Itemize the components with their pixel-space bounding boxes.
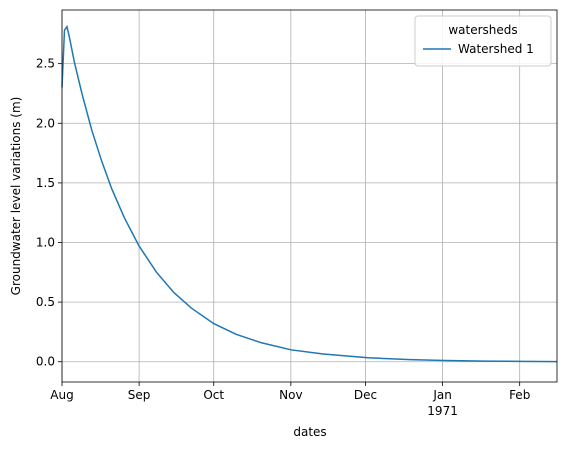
legend-box	[414, 15, 552, 67]
y-tick-label: 2.0	[36, 116, 55, 130]
x-tick-label: Dec	[354, 388, 377, 402]
x-tick-label: Aug	[50, 388, 73, 402]
y-tick-label: 0.0	[36, 355, 55, 369]
legend-label: Watershed 1	[458, 42, 534, 56]
x-tick-label: Nov	[279, 388, 302, 402]
y-tick-label: 1.5	[36, 176, 55, 190]
x-axis-label: dates	[293, 425, 326, 439]
x-tick-label: Sep	[128, 388, 151, 402]
x-tick-label: Jan	[432, 388, 452, 402]
data-line	[61, 24, 558, 363]
y-tick-label: 2.5	[36, 57, 55, 71]
x-tick-label: Oct	[203, 388, 224, 402]
axes-frame	[61, 9, 558, 383]
x-year-label: 1971	[427, 404, 458, 418]
y-tick-label: 0.5	[36, 295, 55, 309]
x-tick-label: Feb	[509, 388, 530, 402]
y-tick-label: 1.0	[36, 236, 55, 250]
legend-title: watersheds	[448, 23, 517, 37]
y-axis-label: Groundwater level variations (m)	[9, 97, 23, 296]
legend: watersheds Watershed 1	[414, 15, 552, 67]
